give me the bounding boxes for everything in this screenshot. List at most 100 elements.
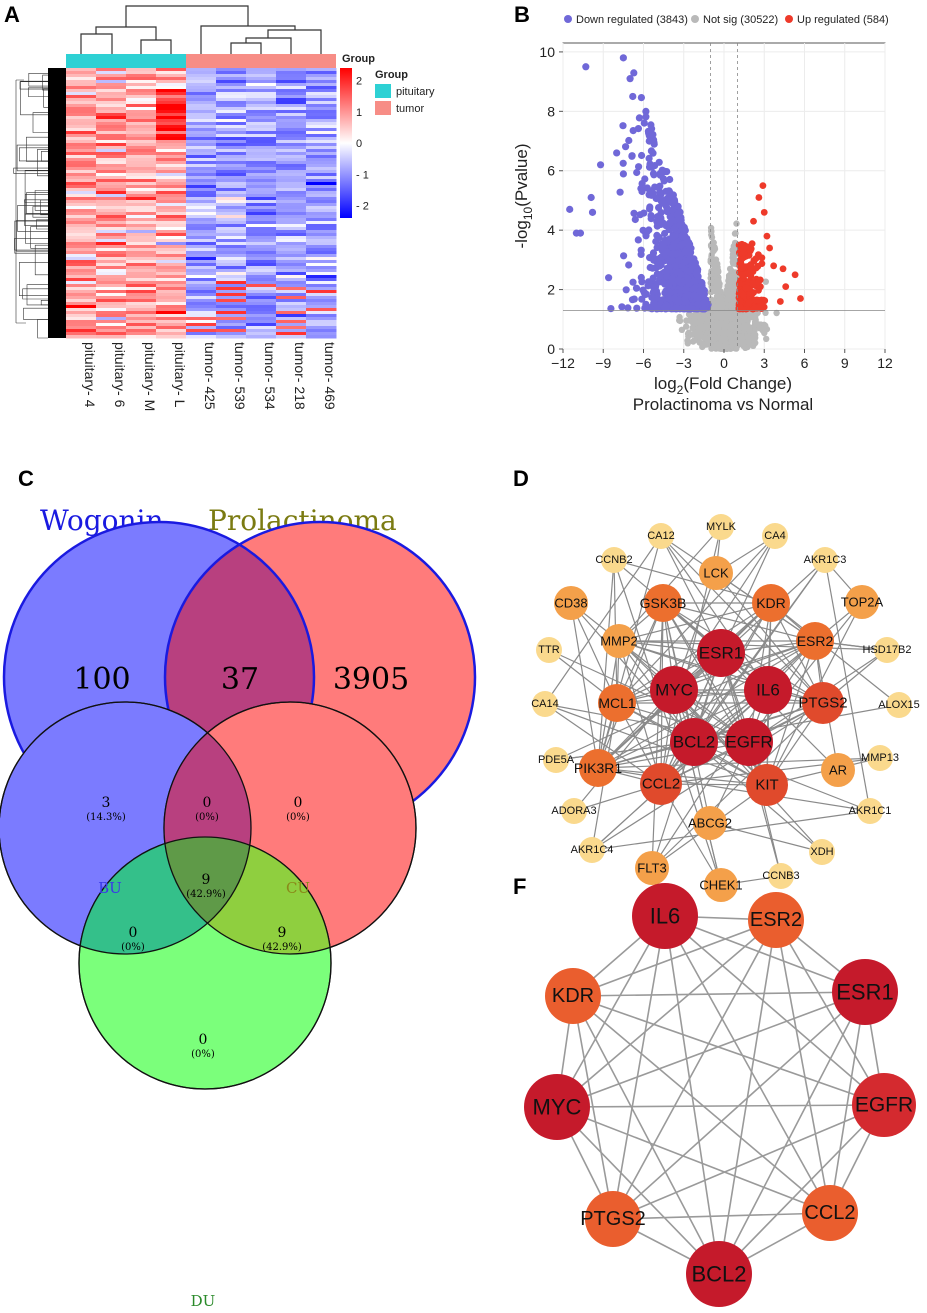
heatmap-cell (126, 149, 157, 153)
heatmap-cell (66, 173, 97, 177)
heatmap-cell (126, 140, 157, 144)
heatmap-cell (306, 329, 337, 333)
volcano-point-notsig (686, 317, 693, 324)
heatmap-cell (66, 92, 97, 96)
volcano-x-tick-label: −3 (676, 355, 692, 371)
network-node-circle (725, 718, 773, 766)
heatmap-cell (216, 107, 247, 111)
heatmap-cell (156, 317, 187, 321)
heatmap-cell (306, 314, 337, 318)
volcano-point-down (666, 188, 674, 196)
volcano-point-down (620, 252, 628, 260)
heatmap-cell (126, 197, 157, 201)
heatmap-cell (246, 137, 277, 141)
heatmap-cell (216, 149, 247, 153)
volcano-point-notsig (773, 309, 780, 317)
heatmap-cell (66, 191, 97, 195)
heatmap-cell (246, 107, 277, 111)
heatmap-cell (186, 242, 217, 246)
heatmap-cell (96, 272, 127, 276)
heatmap-row-dendrogram (13, 73, 48, 339)
heatmap-cell (216, 146, 247, 150)
heatmap-cell (306, 323, 337, 327)
heatmap-cell (186, 131, 217, 135)
volcano-point-up (745, 269, 752, 277)
volcano-x-tick-label: 12 (877, 355, 893, 371)
heatmap-cell (126, 158, 157, 162)
heatmap-cell (66, 161, 97, 165)
heatmap-cell (66, 86, 97, 90)
panel-f-label: F (513, 874, 526, 899)
heatmap-cell (126, 290, 157, 294)
network-node-esr1: ESR1 (697, 629, 745, 677)
network-node-ptgs2: PTGS2 (798, 682, 848, 724)
heatmap-cell (246, 140, 277, 144)
network-node-circle (686, 1241, 752, 1307)
heatmap-cell (66, 230, 97, 234)
heatmap-cell (66, 254, 97, 258)
volcano-point-notsig (736, 339, 743, 346)
venn3-bu-du-region (79, 837, 251, 954)
heatmap-cell (66, 245, 97, 249)
volcano-point-notsig (729, 340, 736, 347)
heatmap-cell (216, 77, 247, 81)
heatmap-cell (186, 197, 217, 201)
heatmap-cell (216, 92, 247, 96)
network-node-circle (699, 556, 733, 590)
heatmap-cell (306, 122, 337, 126)
heatmap-cell (156, 332, 187, 336)
volcano-point-down (619, 122, 627, 130)
volcano-point-down (682, 285, 690, 293)
heatmap-cell (276, 98, 307, 102)
volcano-point-up (758, 260, 766, 267)
heatmap-cell (276, 305, 307, 309)
heatmap-cell (216, 104, 247, 108)
heatmap-cell (186, 287, 217, 291)
heatmap-cell (156, 176, 187, 180)
volcano-point-down (675, 256, 683, 265)
heatmap-cell (216, 185, 247, 189)
heatmap-scale-ticks: 2 1 0 - 1 - 2 (356, 76, 369, 213)
heatmap-cell (216, 308, 247, 312)
heatmap-cell (216, 191, 247, 195)
heatmap-cell (306, 185, 337, 189)
network-node-circle (832, 959, 898, 1025)
volcano-point-down (642, 232, 650, 240)
network-node-mmp2: MMP2 (600, 624, 638, 658)
venn3-cu-du-region (164, 837, 331, 954)
volcano-point-up (763, 232, 771, 240)
heatmap-group-title-side: Group (342, 53, 375, 65)
heatmap-cell (216, 239, 247, 243)
network-node-circle (632, 883, 698, 949)
heatmap-cell (96, 104, 127, 108)
heatmap-cell (96, 290, 127, 294)
network-edge (544, 703, 662, 785)
heatmap-cell (156, 122, 187, 126)
heatmap-cell (276, 158, 307, 162)
volcano-x-tick-label: 6 (801, 355, 809, 371)
volcano-point-notsig (689, 324, 696, 332)
heatmap-cell (306, 68, 337, 72)
heatmap-cell (246, 68, 277, 72)
heatmap-cell (66, 293, 97, 297)
network-edge (548, 649, 750, 743)
volcano-point-down (653, 270, 661, 278)
heatmap-cell (246, 113, 277, 117)
heatmap-cell (306, 254, 337, 258)
network-node-esr2: ESR2 (796, 622, 834, 660)
volcano-point-down (671, 198, 679, 206)
network-node-hsd17b2: HSD17B2 (863, 637, 911, 663)
heatmap-cell (66, 269, 97, 273)
heatmap-cell (276, 266, 307, 270)
network-node-circle (545, 968, 601, 1024)
heatmap-cell (156, 68, 187, 72)
network-edge (597, 741, 750, 769)
heatmap-cell (96, 257, 127, 261)
heatmap-cell (66, 305, 97, 309)
panel-b-label: B (514, 2, 530, 27)
heatmap-cell (96, 332, 127, 336)
volcano-x-tick-label: 9 (841, 355, 849, 371)
volcano-point-up (755, 296, 762, 304)
group-bar-cell (246, 54, 276, 68)
heatmap-cell (66, 128, 97, 132)
